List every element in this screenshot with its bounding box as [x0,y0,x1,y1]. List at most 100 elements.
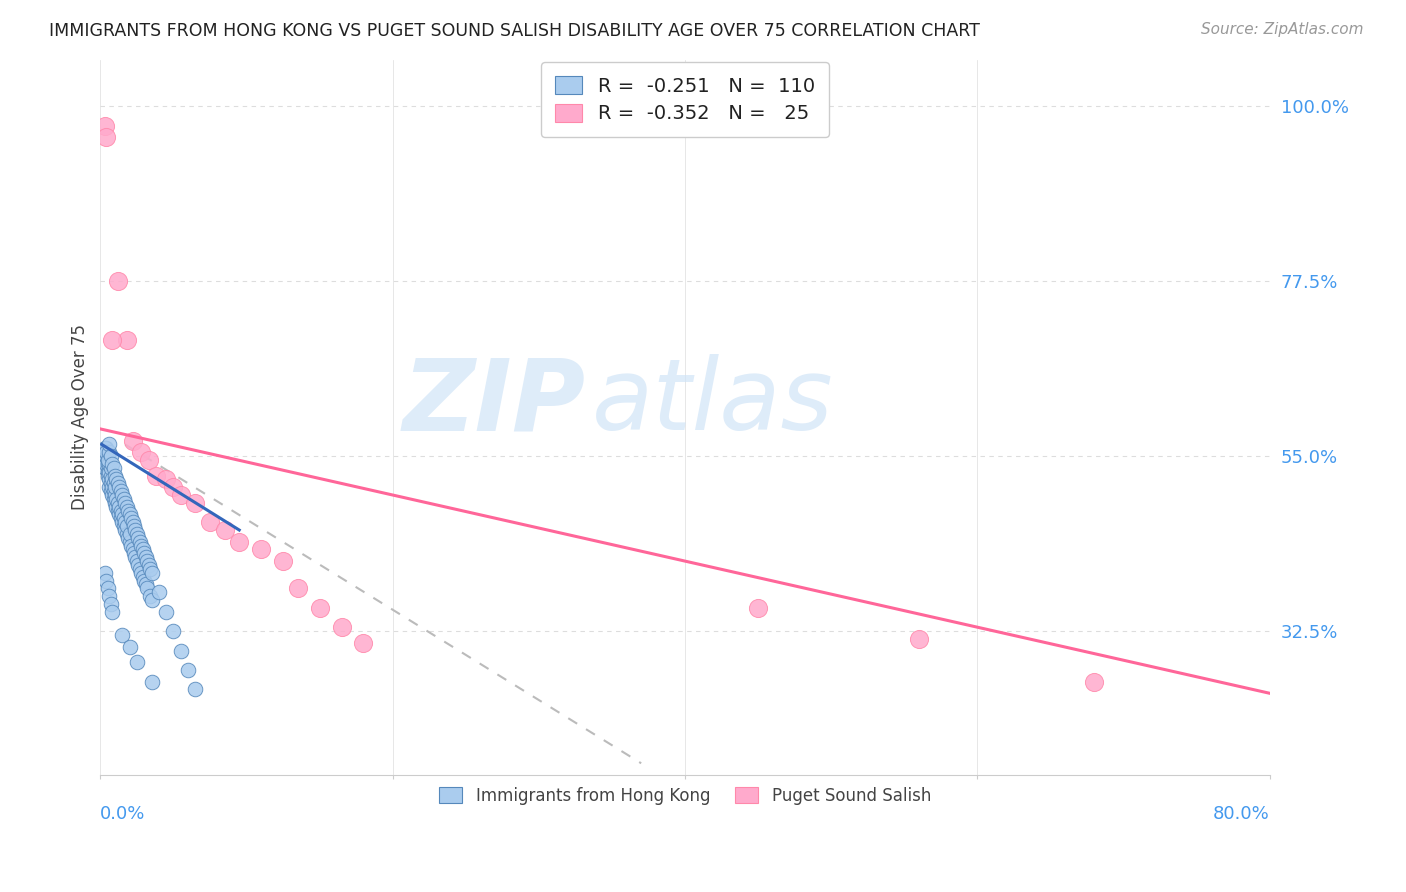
Point [112,491,135,506]
Point [111,515,134,529]
Point [103,476,125,491]
Point [105,500,128,514]
Point [97,468,120,483]
Point [105,473,128,487]
Point [97,582,120,596]
Point [104,496,127,510]
Point [129,445,152,459]
Point [96,445,118,459]
Point [100,484,122,499]
Point [96,574,118,588]
Point [114,496,136,510]
Point [132,542,155,557]
Point [96,442,118,456]
Point [145,468,167,483]
Point [96,449,118,463]
Point [108,480,131,494]
Point [110,511,132,525]
Point [141,674,163,689]
Point [107,496,129,510]
Point [103,460,125,475]
Point [120,539,142,553]
Point [184,496,207,510]
Point [98,437,121,451]
Point [162,624,184,638]
Point [97,465,120,479]
Point [129,566,152,580]
Point [138,558,160,572]
Point [101,480,124,494]
Y-axis label: Disability Age Over 75: Disability Age Over 75 [72,325,89,510]
Text: IMMIGRANTS FROM HONG KONG VS PUGET SOUND SALISH DISABILITY AGE OVER 75 CORRELATI: IMMIGRANTS FROM HONG KONG VS PUGET SOUND… [49,22,980,40]
Point [115,500,138,514]
Point [96,457,118,471]
Point [155,473,177,487]
Point [118,640,141,654]
Point [93,566,115,580]
Point [98,589,121,603]
Point [287,582,309,596]
Point [132,569,155,583]
Point [101,473,124,487]
Text: Source: ZipAtlas.com: Source: ZipAtlas.com [1201,22,1364,37]
Point [124,550,146,565]
Point [121,542,143,557]
Point [129,539,152,553]
Text: 0.0%: 0.0% [100,805,146,823]
Point [121,515,143,529]
Point [96,130,118,145]
Point [134,574,156,588]
Point [170,643,193,657]
Point [107,274,129,288]
Point [118,527,141,541]
Point [111,508,134,522]
Point [155,605,177,619]
Point [139,562,162,576]
Point [111,628,134,642]
Point [125,527,148,541]
Point [198,515,221,529]
Point [114,523,136,537]
Point [101,488,124,502]
Point [103,484,125,499]
Point [98,473,121,487]
Point [111,488,134,502]
Point [103,491,125,506]
Point [121,434,143,448]
Point [136,554,159,568]
Point [107,503,129,517]
Point [93,119,115,133]
Text: ZIP: ZIP [402,354,586,451]
Point [908,632,931,646]
Point [127,558,149,572]
Text: atlas: atlas [592,354,834,451]
Point [136,582,159,596]
Point [104,480,127,494]
Point [134,546,156,560]
Point [271,554,294,568]
Point [184,682,207,697]
Point [138,453,160,467]
Point [124,523,146,537]
Point [104,488,127,502]
Point [101,333,124,347]
Point [98,465,121,479]
Point [100,460,122,475]
Point [162,480,184,494]
Point [122,519,145,533]
Point [101,605,124,619]
Point [110,484,132,499]
Point [125,655,148,669]
Point [100,476,122,491]
Point [135,550,157,565]
Point [93,460,115,475]
Point [98,480,121,494]
Point [97,449,120,463]
Point [108,508,131,522]
Point [127,531,149,545]
Point [100,468,122,483]
Point [107,476,129,491]
Point [100,449,122,463]
Point [170,488,193,502]
Point [120,511,142,525]
